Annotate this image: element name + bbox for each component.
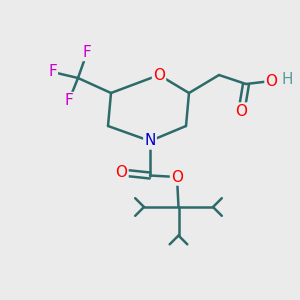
Text: F: F <box>64 93 74 108</box>
Text: O: O <box>116 165 128 180</box>
Text: H: H <box>281 72 293 87</box>
Text: F: F <box>48 64 57 80</box>
Text: F: F <box>82 45 91 60</box>
Text: O: O <box>266 74 278 88</box>
Text: O: O <box>171 169 183 184</box>
Text: O: O <box>236 103 247 118</box>
Text: N: N <box>144 134 156 148</box>
Text: O: O <box>153 68 165 82</box>
